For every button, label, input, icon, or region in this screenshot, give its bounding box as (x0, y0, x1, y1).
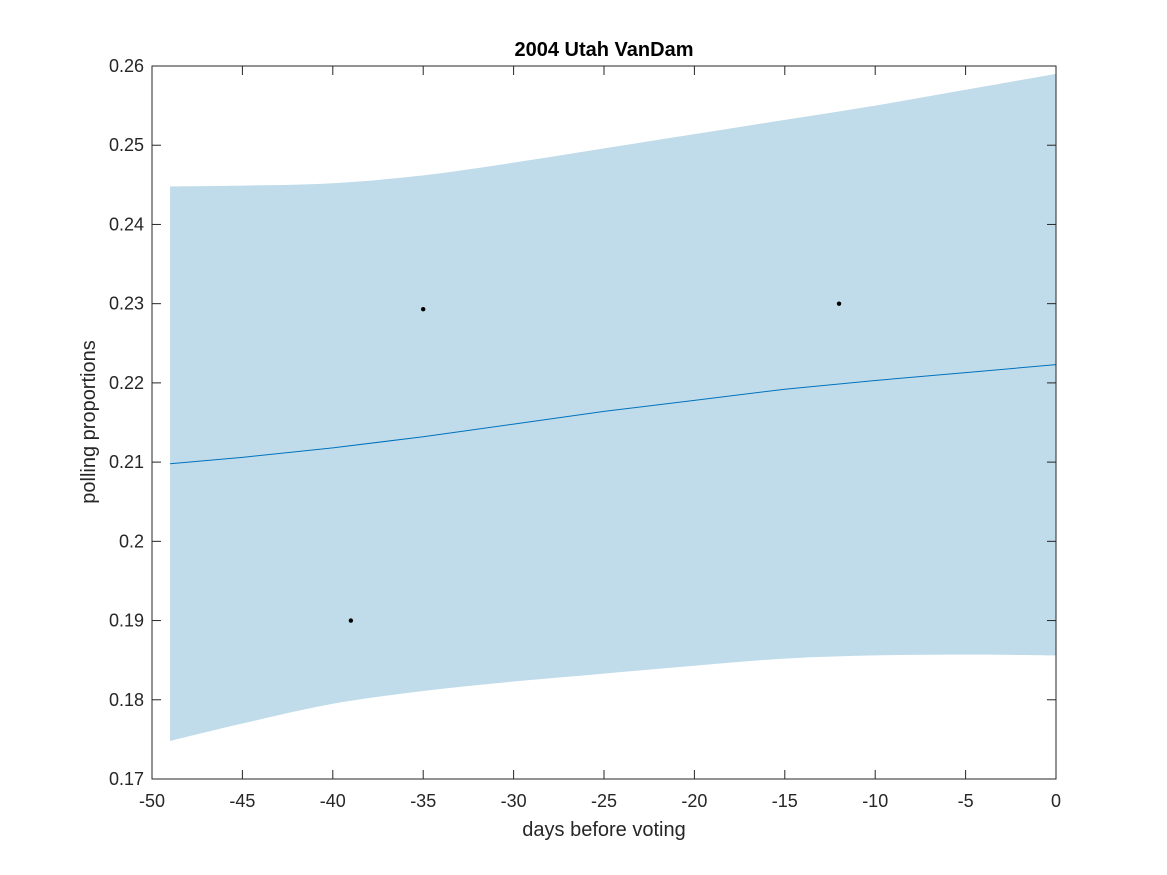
y-tick-label: 0.17 (109, 769, 144, 789)
y-tick-label: 0.25 (109, 135, 144, 155)
chart-title: 2004 Utah VanDam (515, 39, 694, 61)
x-tick-label: -35 (410, 791, 436, 811)
y-tick-label: 0.19 (109, 611, 144, 631)
y-tick-label: 0.23 (109, 294, 144, 314)
data-points (348, 301, 842, 623)
y-tick-label: 0.18 (109, 690, 144, 710)
y-tick-label: 0.26 (109, 56, 144, 76)
x-tick-label: -50 (139, 791, 165, 811)
x-tick-label: -25 (591, 791, 617, 811)
y-axis-title: polling proportions (78, 340, 100, 503)
y-tick-label: 0.21 (109, 452, 144, 472)
confidence-band (170, 73, 1056, 741)
x-tick-label: -40 (320, 791, 346, 811)
x-tick-label: -45 (229, 791, 255, 811)
trend-line (170, 364, 1057, 465)
x-tick-label: 0 (1051, 791, 1061, 811)
data-point (836, 301, 842, 306)
x-tick-label: -5 (958, 791, 974, 811)
axis-ticks: -50 -45 -40 -35 -30 -25 -20 -15 -10 -5 00.170.180.… (109, 56, 1061, 811)
x-tick-label: -10 (862, 791, 888, 811)
data-point (421, 307, 426, 312)
x-axis-title: days before voting (522, 819, 685, 841)
y-tick-label: 0.24 (109, 214, 144, 234)
data-point (348, 618, 354, 623)
y-tick-label: 0.22 (109, 373, 144, 393)
x-tick-label: -20 (681, 791, 707, 811)
x-tick-label: -30 (501, 791, 527, 811)
y-tick-label: 0.2 (119, 531, 144, 551)
x-tick-label: -15 (772, 791, 798, 811)
